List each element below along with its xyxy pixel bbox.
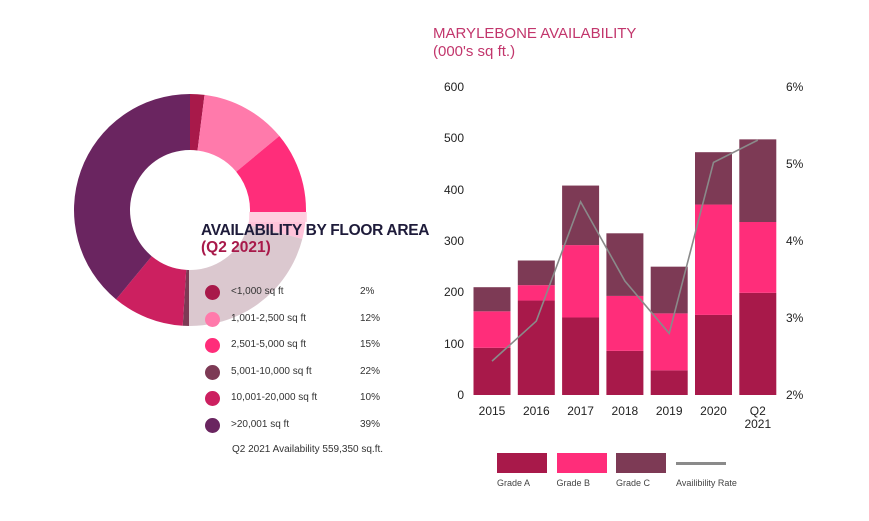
chart-title: MARYLEBONE AVAILABILITY bbox=[433, 25, 637, 42]
legend-swatch-dot bbox=[205, 311, 220, 327]
y-tick-label: 500 bbox=[444, 131, 465, 146]
bar-grade-a bbox=[517, 300, 555, 395]
y-tick-label: 0 bbox=[457, 388, 464, 402]
legend-label: Grade B bbox=[556, 478, 591, 488]
legend-swatch-dot bbox=[205, 391, 220, 406]
bar-grade-b bbox=[650, 313, 688, 371]
bar-grade-b bbox=[562, 245, 600, 318]
bar-grade-c bbox=[606, 233, 644, 296]
donut-slice bbox=[190, 94, 205, 151]
x-tick-label: 2018 bbox=[611, 404, 639, 418]
legend-label: 1,001-2,500 sq ft bbox=[231, 312, 307, 324]
legend-percent: 10% bbox=[360, 392, 381, 403]
legend-label: Grade A bbox=[497, 478, 531, 488]
y-tick-label: 300 bbox=[444, 234, 465, 248]
x-tick-label: 2015 bbox=[478, 404, 506, 418]
legend-swatch bbox=[497, 453, 547, 473]
legend-label: >20,001 sq ft bbox=[231, 418, 290, 430]
legend-label: 2,501-5,000 sq ft bbox=[231, 339, 307, 350]
donut-title: AVAILABILITY BY FLOOR AREA bbox=[201, 222, 430, 239]
legend-percent: 2% bbox=[360, 286, 375, 297]
legend-swatch bbox=[556, 453, 607, 473]
bar-grade-c bbox=[739, 139, 777, 223]
legend-swatch-dot bbox=[205, 285, 220, 300]
legend-line-swatch bbox=[676, 462, 726, 465]
y-tick-label: 600 bbox=[444, 80, 465, 94]
chart-subtitle: (000's sq ft.) bbox=[433, 43, 516, 60]
bar-grade-a bbox=[562, 317, 600, 395]
legend-swatch-dot bbox=[205, 338, 220, 353]
legend-label: <1,000 sq ft bbox=[231, 286, 284, 297]
y2-tick-label: 4% bbox=[786, 234, 804, 248]
donut-slice bbox=[116, 256, 187, 326]
y-tick-label: 100 bbox=[444, 336, 465, 351]
legend-overlay-accent bbox=[249, 212, 307, 222]
legend-label: 5,001-10,000 sq ft bbox=[231, 365, 312, 377]
bar-grade-c bbox=[695, 152, 732, 205]
bar-grade-b bbox=[695, 204, 732, 315]
bar-chart bbox=[473, 139, 777, 395]
bar-grade-c bbox=[473, 287, 511, 312]
x-tick-label: 2019 bbox=[655, 404, 683, 418]
y2-tick-label: 3% bbox=[786, 311, 804, 325]
legend-percent: 15% bbox=[360, 339, 381, 350]
donut-subtitle: (Q2 2021) bbox=[201, 239, 271, 256]
legend-swatch-dot bbox=[205, 364, 220, 380]
bar-grade-b bbox=[606, 295, 644, 351]
x-tick-label: Q2 2021 bbox=[744, 404, 772, 431]
bar-grade-a bbox=[739, 292, 777, 395]
legend-label: Availibility Rate bbox=[676, 478, 737, 488]
y2-tick-label: 6% bbox=[786, 80, 804, 94]
legend-label: 10,001-20,000 sq ft bbox=[231, 392, 318, 403]
x-tick-label: 2016 bbox=[522, 404, 550, 418]
bar-grade-a bbox=[606, 350, 644, 395]
availability-rate-line bbox=[491, 139, 759, 362]
legend-swatch bbox=[616, 453, 666, 473]
bar-grade-c bbox=[650, 266, 688, 314]
legend-percent: 12% bbox=[360, 312, 381, 324]
bar-grade-a bbox=[650, 370, 688, 395]
legend-swatch-dot bbox=[205, 417, 220, 433]
donut-slice bbox=[197, 94, 280, 172]
y2-tick-label: 5% bbox=[786, 157, 804, 171]
bar-grade-b bbox=[473, 311, 511, 348]
donut-total-note: Q2 2021 Availability 559,350 sq.ft. bbox=[232, 444, 384, 455]
legend-percent: 39% bbox=[360, 418, 381, 430]
y2-tick-label: 2% bbox=[786, 388, 804, 402]
x-tick-label: 2017 bbox=[567, 404, 594, 418]
legend-overlay-panel bbox=[189, 212, 307, 327]
donut-slice bbox=[73, 94, 190, 300]
bar-grade-c bbox=[517, 260, 555, 286]
y-tick-label: 400 bbox=[444, 182, 465, 197]
legend-label: Grade C bbox=[616, 478, 651, 488]
bar-grade-a bbox=[473, 347, 511, 395]
bar-grade-b bbox=[739, 222, 777, 293]
bar-grade-a bbox=[695, 314, 732, 395]
legend-percent: 22% bbox=[360, 365, 381, 377]
x-tick-label: 2020 bbox=[700, 404, 727, 418]
y-tick-label: 200 bbox=[444, 285, 465, 300]
